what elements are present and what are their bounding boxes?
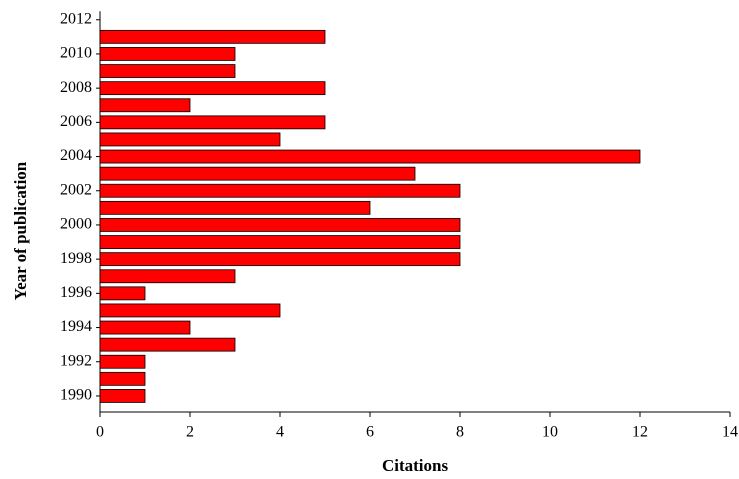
- bar: [99, 149, 641, 164]
- bar: [99, 132, 281, 147]
- bar: [99, 337, 236, 352]
- x-tick-label: 14: [722, 424, 738, 441]
- bar: [99, 218, 461, 232]
- x-tick-label: 0: [96, 424, 104, 441]
- bar: [99, 98, 191, 113]
- x-tick-label: 10: [542, 424, 558, 441]
- bar: [99, 320, 191, 335]
- y-tick-label: 1994: [60, 318, 92, 335]
- bar: [99, 200, 371, 215]
- y-tick-label: 2004: [60, 147, 92, 164]
- y-tick-label: 2012: [60, 10, 92, 27]
- bar: [99, 303, 281, 318]
- bar: [99, 235, 461, 249]
- y-tick-label: 1998: [60, 250, 92, 267]
- y-tick-label: 1990: [60, 387, 92, 404]
- y-tick-label: 2006: [60, 113, 92, 130]
- y-tick-label: 2008: [60, 79, 92, 96]
- bar: [99, 47, 236, 61]
- y-tick-label: 1992: [60, 352, 92, 369]
- y-axis-label: Year of publication: [11, 161, 30, 300]
- y-tick-label: 2010: [60, 45, 92, 62]
- x-tick-label: 2: [186, 424, 194, 441]
- y-tick-label: 2000: [60, 216, 92, 233]
- bar: [99, 166, 416, 181]
- bar: [99, 389, 146, 403]
- bar: [99, 115, 326, 130]
- bar: [99, 29, 326, 44]
- x-axis-label: Citations: [382, 456, 449, 475]
- bar: [99, 371, 146, 386]
- bar: [99, 269, 236, 284]
- bar: [99, 183, 461, 198]
- bar: [99, 354, 146, 369]
- bar: [99, 64, 236, 78]
- x-tick-label: 8: [456, 424, 464, 441]
- bar: [99, 81, 326, 96]
- y-tick-label: 1996: [60, 284, 92, 301]
- x-tick-label: 12: [632, 424, 648, 441]
- x-tick-label: 6: [366, 424, 374, 441]
- bar: [99, 286, 146, 301]
- x-tick-label: 4: [276, 424, 284, 441]
- bar: [99, 252, 461, 267]
- y-tick-label: 2002: [60, 181, 92, 198]
